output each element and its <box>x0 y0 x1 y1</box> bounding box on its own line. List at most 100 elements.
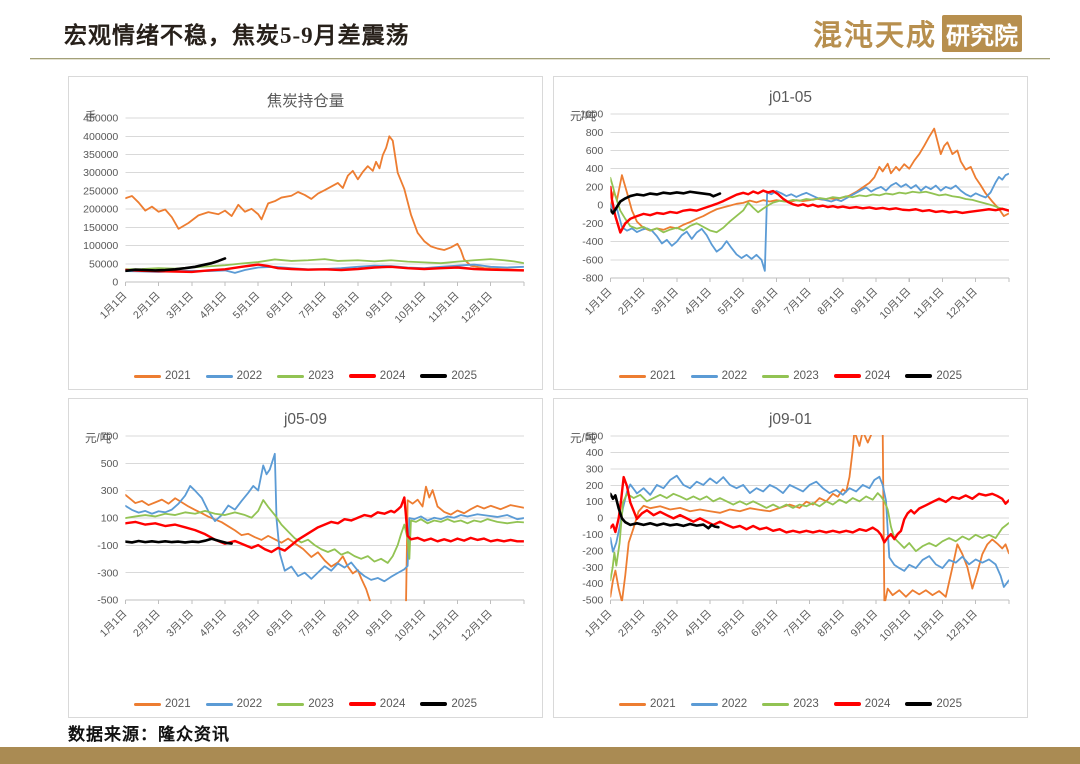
x-tick-label: 1月1日 <box>583 608 615 640</box>
y-tick-label: -300 <box>97 567 118 579</box>
legend-label-2024: 2024 <box>379 698 406 710</box>
y-tick-label: 400 <box>586 163 604 175</box>
legend-label-2022: 2022 <box>721 370 748 382</box>
x-tick-label: 10月1日 <box>878 608 914 644</box>
series-line-2023 <box>610 492 1009 582</box>
y-tick-label: 300 <box>101 485 119 497</box>
y-tick-label: -800 <box>582 273 603 285</box>
x-tick-label: 5月1日 <box>716 608 748 640</box>
legend-swatch-2022 <box>690 702 718 706</box>
y-tick-label: -200 <box>582 545 603 557</box>
chart-title: j01-05 <box>768 89 813 106</box>
series-line-2024 <box>610 185 1009 234</box>
brand-logo-badge: 研究院 <box>942 14 1022 52</box>
x-tick-label: 6月1日 <box>749 608 781 640</box>
legend-item-2025: 2025 <box>905 370 962 382</box>
chart-title: j05-09 <box>283 411 328 428</box>
line-chart-j01-05-spread: -800 -600 -400 -200 0 200 400 600 800 1000 1月1日 2月1… <box>580 109 1010 322</box>
x-tick-label: 8月1日 <box>815 608 847 640</box>
x-tick-label: 7月1日 <box>782 608 814 640</box>
legend-swatch-2022 <box>205 702 233 706</box>
x-tick-label: 12月1日 <box>459 290 495 326</box>
x-tick-label: 6月1日 <box>264 290 296 322</box>
legend-swatch-2024 <box>833 374 861 378</box>
x-tick-label: 2月1日 <box>616 286 648 318</box>
chart-legend: 2021 2022 2023 2024 2025 <box>554 698 1027 710</box>
series-line-2021 <box>125 135 524 271</box>
x-tick-label: 10月1日 <box>393 290 429 326</box>
series-line-2021 <box>125 485 524 602</box>
x-tick-label: 3月1日 <box>164 608 196 640</box>
x-tick-label: 11月1日 <box>426 290 461 325</box>
legend-item-2022: 2022 <box>205 698 263 710</box>
y-tick-label: 100000 <box>83 240 118 252</box>
y-tick-label: 200 <box>586 480 604 492</box>
chart-panel-j01-05-spread: 元/吨 j01-05 -800 -600 -400 -200 0 200 400 600 800… <box>553 76 1028 390</box>
y-tick-label: 200000 <box>83 204 118 216</box>
series-line-2021 <box>610 435 1009 602</box>
charts-grid: 手 焦炭持仓量 0 50000 100000 150000 200000 250000 30… <box>68 76 1028 718</box>
legend-item-2022: 2022 <box>690 370 748 382</box>
legend-item-2021: 2021 <box>619 370 676 382</box>
legend-swatch-2025 <box>420 374 448 378</box>
y-tick-label: 100 <box>101 513 119 525</box>
x-tick-label: 4月1日 <box>682 608 714 640</box>
x-tick-label: 7月1日 <box>782 286 814 318</box>
y-tick-label: 200 <box>586 181 604 193</box>
y-tick-label: 300 <box>586 463 604 475</box>
y-tick-label: 400000 <box>83 131 118 143</box>
series-line-2022 <box>610 474 1009 588</box>
legend-swatch-2022 <box>690 374 718 378</box>
y-tick-label: 0 <box>597 513 603 525</box>
legend-item-2021: 2021 <box>134 370 191 382</box>
legend-label-2021: 2021 <box>650 698 676 710</box>
x-tick-label: 4月1日 <box>682 286 714 318</box>
report-header: 宏观情绪不稳，焦炭5-9月差震荡 混沌天成 研究院 <box>0 0 1080 62</box>
legend-label-2021: 2021 <box>650 370 676 382</box>
series-line-2025 <box>610 190 722 215</box>
x-tick-label: 2月1日 <box>131 290 163 322</box>
legend-label-2022: 2022 <box>236 698 263 710</box>
legend-item-2023: 2023 <box>762 698 819 710</box>
chart-legend: 2021 2022 2023 2024 2025 <box>554 370 1027 382</box>
y-tick-label: 0 <box>112 277 118 289</box>
series-line-2022 <box>610 172 1009 272</box>
legend-label-2025: 2025 <box>936 370 962 382</box>
legend-label-2024: 2024 <box>864 698 891 710</box>
legend-item-2024: 2024 <box>348 698 406 710</box>
x-tick-label: 7月1日 <box>297 290 329 322</box>
legend-item-2025: 2025 <box>420 370 477 382</box>
y-axis-unit-label: 元/吨 <box>570 433 597 445</box>
line-chart-j09-01-spread: -500 -400 -300 -200 -100 0 100 200 300 400 500 1月1日… <box>582 431 1010 644</box>
legend-label-2023: 2023 <box>308 698 334 710</box>
legend-swatch-2023 <box>277 374 305 378</box>
x-tick-label: 8月1日 <box>330 290 362 322</box>
chart-title: 焦炭持仓量 <box>266 93 345 110</box>
x-tick-label: 2月1日 <box>616 608 648 640</box>
legend-swatch-2024 <box>348 702 376 706</box>
legend-label-2025: 2025 <box>451 698 477 710</box>
x-tick-label: 8月1日 <box>330 608 362 640</box>
legend-item-2023: 2023 <box>277 370 334 382</box>
legend-item-2025: 2025 <box>420 698 477 710</box>
y-tick-label: -400 <box>582 578 603 590</box>
legend-label-2023: 2023 <box>793 698 819 710</box>
legend-label-2024: 2024 <box>379 370 406 382</box>
series-line-2024 <box>610 475 1009 544</box>
legend-swatch-2021 <box>619 374 647 378</box>
legend-swatch-2024 <box>348 374 376 378</box>
x-tick-label: 1月1日 <box>583 286 615 318</box>
legend-label-2024: 2024 <box>864 370 891 382</box>
y-tick-label: -400 <box>582 236 603 248</box>
chart-panel-coke-open-interest: 手 焦炭持仓量 0 50000 100000 150000 200000 250000 30… <box>68 76 543 390</box>
legend-swatch-2025 <box>905 374 933 378</box>
y-axis-unit-label: 元/吨 <box>570 111 597 123</box>
legend-label-2022: 2022 <box>236 370 263 382</box>
legend-label-2021: 2021 <box>165 370 191 382</box>
x-tick-label: 11月1日 <box>911 286 946 321</box>
y-tick-label: 800 <box>586 127 604 139</box>
legend-item-2023: 2023 <box>762 370 819 382</box>
legend-swatch-2025 <box>905 702 933 706</box>
header-divider <box>30 58 1050 60</box>
y-tick-label: 500 <box>586 431 604 443</box>
